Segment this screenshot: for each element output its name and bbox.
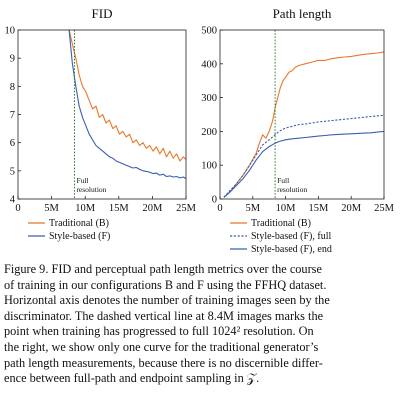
y-tick-label: 8: [10, 82, 15, 93]
y-tick-label: 7: [10, 110, 15, 121]
full-resolution-label: resolution: [277, 185, 307, 194]
caption-line: path length measurements, because there …: [4, 355, 323, 370]
caption-line: discriminator. The dashed vertical line …: [4, 308, 324, 323]
caption-line: Figure 9. FID and perceptual path length…: [4, 262, 322, 276]
legend-label: Style-based (F): [49, 231, 110, 242]
full-resolution-label: Full: [277, 176, 289, 185]
legend-label: Style-based (F), end: [251, 244, 332, 255]
series-line: [68, 29, 187, 180]
x-tick-label: 15M: [308, 203, 329, 214]
y-tick-label: 4: [10, 195, 16, 206]
caption-line: point when training has progressed to fu…: [4, 324, 314, 339]
x-tick-label: 5M: [44, 203, 59, 214]
x-tick-label: 20M: [341, 203, 362, 214]
x-tick-label: 0: [217, 203, 222, 214]
x-tick-label: 10M: [276, 203, 297, 214]
y-tick-label: 400: [201, 59, 217, 70]
legend-label: Style-based (F), full: [251, 231, 331, 242]
y-tick-label: 100: [201, 161, 217, 172]
x-tick-label: 5M: [246, 203, 261, 214]
y-tick-label: 5: [10, 166, 15, 177]
series-line: [68, 29, 187, 162]
x-tick-label: 20M: [142, 203, 163, 214]
x-tick-label: 25M: [176, 203, 197, 214]
full-resolution-label: Full: [76, 176, 88, 185]
x-tick-label: 15M: [109, 203, 130, 214]
x-tick-label: 25M: [374, 203, 395, 214]
y-tick-label: 300: [201, 93, 217, 104]
caption-line: Horizontal axis denotes the number of tr…: [4, 293, 330, 308]
figure-caption: Figure 9. FID and perceptual path length…: [4, 262, 397, 387]
chart-title: Path length: [273, 6, 332, 21]
legend-label: Traditional (B): [251, 218, 311, 229]
series-line: [223, 130, 385, 198]
caption-line: ence between full-path and endpoint samp…: [4, 371, 260, 386]
chart-title: FID: [92, 6, 113, 21]
legend-label: Traditional (B): [49, 218, 109, 229]
series-line: [223, 51, 385, 198]
series-line: [223, 114, 385, 198]
y-tick-label: 500: [201, 26, 217, 37]
y-tick-label: 200: [201, 127, 217, 138]
caption-line: the right, we show only one curve for th…: [4, 339, 319, 354]
y-tick-label: 9: [10, 54, 15, 65]
full-resolution-label: resolution: [76, 185, 106, 194]
plot-frame: [219, 29, 385, 200]
y-tick-label: 6: [10, 138, 15, 149]
y-tick-label: 0: [212, 195, 217, 206]
x-tick-label: 10M: [75, 203, 96, 214]
caption-line: of training in our configurations B and …: [4, 277, 327, 292]
y-tick-label: 10: [5, 26, 16, 37]
x-tick-label: 0: [15, 203, 20, 214]
